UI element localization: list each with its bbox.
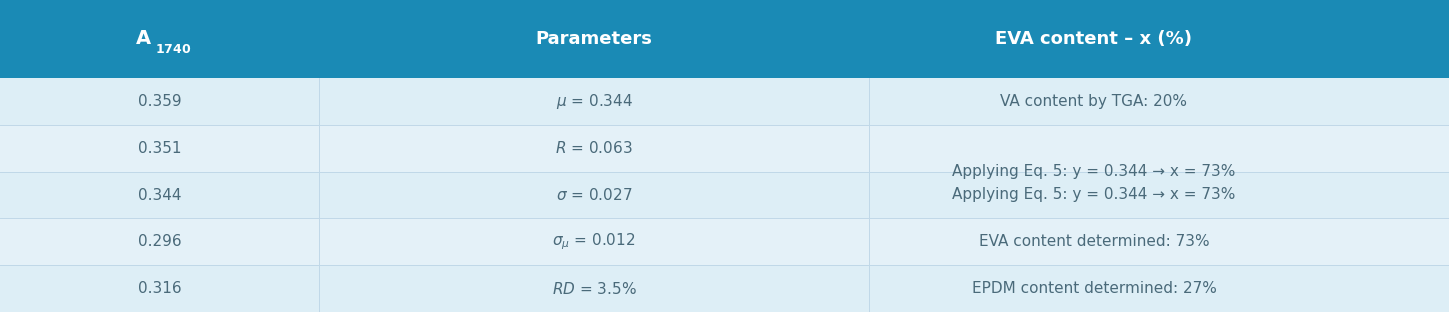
Text: Applying Eq. 5: y = 0.344 → x = 73%: Applying Eq. 5: y = 0.344 → x = 73% [952, 164, 1236, 179]
Text: $\sigma$ = 0.027: $\sigma$ = 0.027 [556, 187, 632, 203]
Text: Applying Eq. 5: y = 0.344 → x = 73%: Applying Eq. 5: y = 0.344 → x = 73% [952, 188, 1236, 202]
Text: $\mathit{RD}$ = 3.5%: $\mathit{RD}$ = 3.5% [552, 280, 636, 297]
Text: VA content by TGA: 20%: VA content by TGA: 20% [1000, 94, 1188, 109]
Bar [0, 265, 1449, 312]
Text: 0.316: 0.316 [138, 281, 181, 296]
Text: $\sigma_{\mu}$ = 0.012: $\sigma_{\mu}$ = 0.012 [552, 232, 636, 252]
Text: $\mu$ = 0.344: $\mu$ = 0.344 [555, 92, 633, 111]
Text: $\mathbf{A}$: $\mathbf{A}$ [135, 30, 152, 48]
Text: 0.351: 0.351 [138, 141, 181, 156]
Text: EVA content determined: 73%: EVA content determined: 73% [978, 234, 1210, 249]
Text: EPDM content determined: 27%: EPDM content determined: 27% [972, 281, 1216, 296]
Text: Parameters: Parameters [536, 30, 652, 48]
Bar [0, 125, 1449, 172]
Bar [0, 0, 1449, 78]
Text: 0.344: 0.344 [138, 188, 181, 202]
Bar [0, 172, 1449, 218]
Text: 0.296: 0.296 [138, 234, 181, 249]
Text: 0.359: 0.359 [138, 94, 181, 109]
Text: $\mathbf{1740}$: $\mathbf{1740}$ [155, 43, 191, 56]
Text: EVA content – x (%): EVA content – x (%) [995, 30, 1193, 48]
Bar [0, 78, 1449, 125]
Bar [0, 218, 1449, 265]
Text: $R$ = 0.063: $R$ = 0.063 [555, 140, 633, 156]
